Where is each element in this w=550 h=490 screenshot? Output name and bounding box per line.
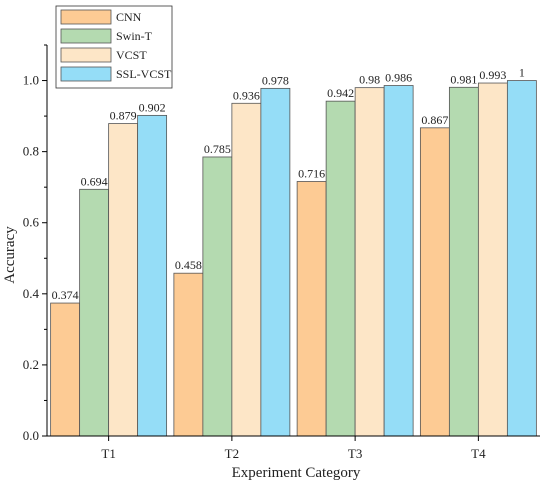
legend-label-vcst: VCST — [116, 48, 147, 62]
data-label-swin-t-t3: 0.942 — [327, 86, 354, 100]
data-label-cnn-t1: 0.374 — [52, 288, 79, 302]
bar-vcst-t4 — [477, 82, 508, 437]
legend-label-ssl-vcst: SSL-VCST — [116, 67, 172, 81]
bar-swin-t-t2 — [202, 156, 233, 437]
y-tick-label: 0.2 — [23, 357, 39, 372]
data-label-cnn-t3: 0.716 — [298, 166, 325, 180]
y-tick-label: 0.6 — [23, 215, 40, 230]
legend-swatch-cnn — [60, 9, 112, 25]
y-tick-label: 0.0 — [23, 428, 39, 443]
y-axis-title: Accuracy — [2, 226, 18, 284]
data-label-vcst-t3: 0.98 — [359, 73, 380, 87]
data-label-ssl-vcst-t1: 0.902 — [139, 100, 166, 114]
y-tick-label: 0.4 — [23, 286, 40, 301]
legend-swatch-ssl-vcst — [60, 66, 112, 82]
data-label-swin-t-t4: 0.981 — [450, 72, 477, 86]
data-label-vcst-t4: 0.993 — [479, 68, 506, 82]
bar-cnn-t2 — [173, 272, 204, 437]
data-label-cnn-t4: 0.867 — [421, 113, 448, 127]
legend-label-swin-t: Swin-T — [116, 29, 153, 43]
bar-ssl-vcst-t3 — [383, 85, 414, 437]
bar-vcst-t2 — [231, 102, 262, 437]
bar-swin-t-t1 — [79, 188, 110, 437]
bar-vcst-t3 — [354, 87, 385, 437]
x-tick-label-t3: T3 — [348, 446, 362, 461]
bar-cnn-t1 — [50, 302, 81, 437]
data-label-ssl-vcst-t4: 1 — [519, 66, 525, 80]
x-tick-label-t4: T4 — [471, 446, 486, 461]
data-label-ssl-vcst-t3: 0.986 — [385, 71, 412, 85]
legend: CNN Swin-T VCST SSL-VCST — [55, 5, 173, 89]
legend-swatch-vcst — [60, 47, 112, 63]
data-label-vcst-t2: 0.936 — [233, 88, 260, 102]
x-axis-title: Experiment Category — [232, 465, 361, 481]
data-label-cnn-t2: 0.458 — [175, 258, 202, 272]
axes-layer — [42, 44, 540, 441]
data-label-swin-t-t1: 0.694 — [81, 174, 108, 188]
data-label-vcst-t1: 0.879 — [110, 109, 137, 123]
bar-vcst-t1 — [108, 123, 139, 437]
data-label-swin-t-t2: 0.785 — [204, 142, 231, 156]
bars-layer — [50, 80, 537, 437]
bar-ssl-vcst-t1 — [137, 114, 168, 437]
data-label-ssl-vcst-t2: 0.978 — [262, 73, 289, 87]
bar-swin-t-t3 — [325, 100, 356, 437]
y-tick-label: 1.0 — [23, 73, 39, 88]
y-tick-labels: 0.0 0.2 0.4 0.6 0.8 1.0 — [23, 73, 40, 443]
bar-cnn-t3 — [296, 181, 327, 437]
y-tick-label: 0.8 — [23, 144, 39, 159]
bar-ssl-vcst-t4 — [506, 80, 537, 437]
legend-label-cnn: CNN — [116, 10, 142, 24]
x-tick-labels: T1 T2 T3 T4 — [101, 446, 486, 461]
x-tick-label-t1: T1 — [101, 446, 115, 461]
bar-ssl-vcst-t2 — [260, 87, 291, 437]
x-tick-label-t2: T2 — [225, 446, 239, 461]
legend-swatch-swin-t — [60, 28, 112, 44]
bar-cnn-t4 — [419, 127, 450, 437]
bar-swin-t-t4 — [448, 86, 479, 437]
